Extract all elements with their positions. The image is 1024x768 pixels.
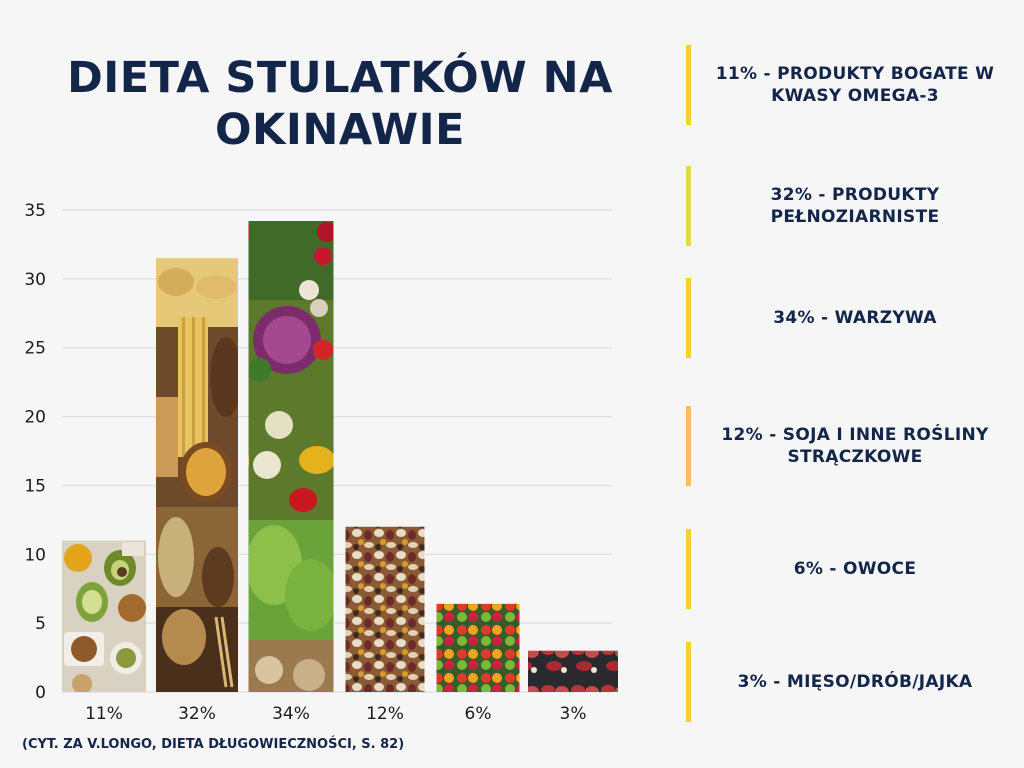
legend-label: 12% - SOJA I INNE ROŚLINY STRĄCZKOWE — [721, 425, 989, 467]
y-tick-label: 10 — [24, 545, 46, 565]
x-tick-label: 11% — [85, 704, 123, 724]
legend-marker — [686, 406, 691, 486]
legend-marker — [686, 278, 691, 358]
legend-label: 32% - PRODUKTY PEŁNOZIARNISTE — [770, 185, 940, 227]
legend-item-legumes: 12% - SOJA I INNE ROŚLINY STRĄCZKOWE — [686, 406, 1006, 486]
legend-marker — [686, 166, 691, 246]
legend-marker — [686, 45, 691, 125]
legend-item-fruit: 6% - OWOCE — [686, 529, 1006, 609]
y-tick-label: 15 — [24, 476, 46, 496]
x-tick-label: 34% — [272, 704, 310, 724]
y-axis: 0 5 10 15 20 25 30 35 — [24, 201, 46, 703]
legend-label: 3% - MIĘSO/DRÓB/JAJKA — [737, 672, 973, 692]
source-note: (CYT. ZA V.LONGO, DIETA DŁUGOWIECZNOŚCI,… — [22, 737, 405, 752]
legend-item-omega3: 11% - PRODUKTY BOGATE W KWASY OMEGA-3 — [686, 45, 1006, 125]
bar-5 — [528, 650, 618, 692]
bar-chart: 0 5 10 15 20 25 30 35 11% 32% 34% 12% 6% 3% — [24, 201, 618, 724]
chart-bars — [62, 221, 618, 692]
bar-2 — [248, 221, 334, 692]
page-title: DIETA STULATKÓW NA OKINAWIE — [67, 53, 613, 155]
bar-4 — [436, 603, 520, 692]
x-tick-label: 12% — [366, 704, 404, 724]
bar-1 — [156, 258, 238, 692]
legend-marker — [686, 529, 691, 609]
y-tick-label: 35 — [24, 201, 46, 221]
legend-label: 6% - OWOCE — [793, 559, 917, 579]
legend-marker — [686, 642, 691, 722]
x-tick-label: 3% — [560, 704, 587, 724]
bar-0 — [62, 540, 146, 692]
legend-item-vegetables: 34% - WARZYWA — [686, 278, 1006, 358]
chart-grid — [62, 209, 612, 693]
legend-label: 34% - WARZYWA — [773, 308, 937, 328]
legend-item-grains: 32% - PRODUKTY PEŁNOZIARNISTE — [686, 166, 1006, 246]
y-tick-label: 25 — [24, 339, 46, 359]
y-tick-label: 0 — [35, 683, 46, 703]
y-tick-label: 20 — [24, 408, 46, 428]
legend-label: 11% - PRODUKTY BOGATE W KWASY OMEGA-3 — [715, 64, 995, 106]
y-tick-label: 5 — [35, 614, 46, 634]
x-tick-label: 32% — [178, 704, 216, 724]
y-tick-label: 30 — [24, 270, 46, 290]
legend-item-meat: 3% - MIĘSO/DRÓB/JAJKA — [686, 642, 1006, 722]
x-tick-label: 6% — [465, 704, 492, 724]
bar-3 — [345, 526, 425, 692]
x-axis: 11% 32% 34% 12% 6% 3% — [85, 704, 586, 724]
